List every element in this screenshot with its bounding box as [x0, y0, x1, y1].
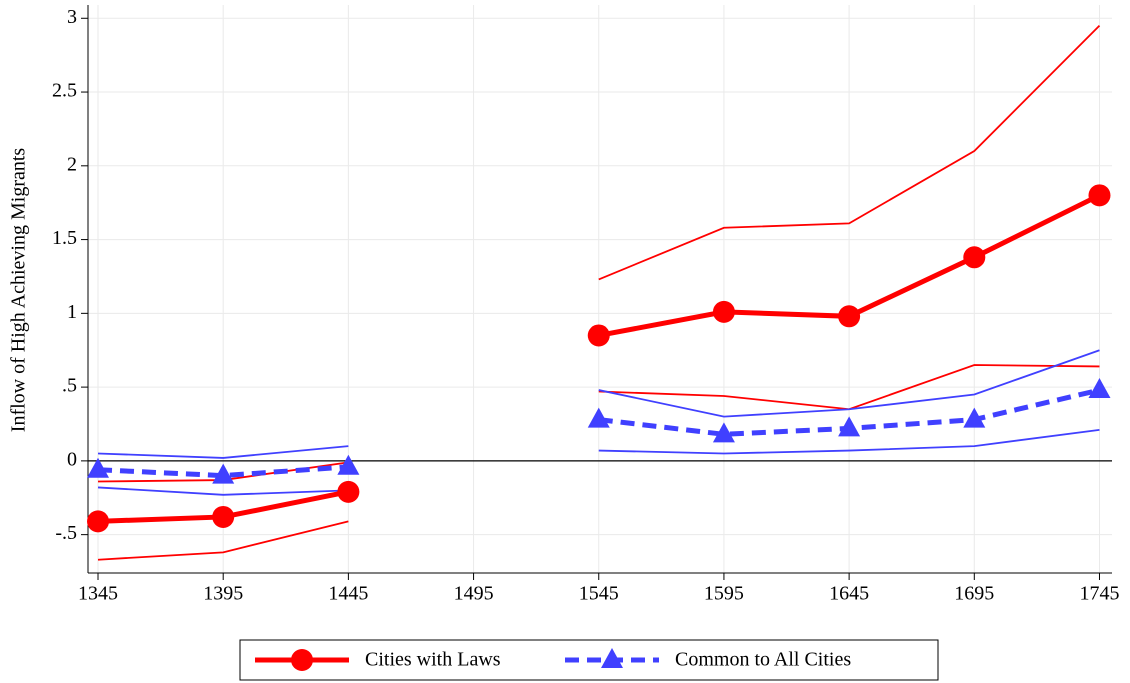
marker [838, 305, 861, 328]
x-tick-label: 1645 [829, 583, 869, 605]
marker [712, 300, 735, 323]
legend-label: Cities with Laws [365, 649, 501, 671]
x-tick-label: 1395 [203, 583, 243, 605]
y-tick-label: 1.5 [52, 227, 77, 249]
y-tick-label: -.5 [55, 522, 77, 544]
marker [212, 505, 235, 528]
y-tick-label: 3 [67, 6, 77, 28]
marker [587, 407, 610, 428]
marker [87, 510, 110, 533]
marker [838, 416, 861, 437]
legend-marker [291, 649, 313, 671]
y-tick-label: 2.5 [52, 80, 77, 102]
marker [963, 407, 986, 428]
marker [963, 246, 986, 269]
y-tick-label: 2 [67, 153, 77, 175]
x-tick-label: 1545 [579, 583, 619, 605]
marker [1088, 184, 1111, 207]
y-axis-label: Inflow of High Achieving Migrants [8, 148, 30, 433]
x-tick-label: 1595 [704, 583, 744, 605]
ci-upper-line [97, 349, 1100, 459]
marker [587, 324, 610, 347]
y-tick-label: 1 [67, 301, 77, 323]
marker [212, 463, 235, 484]
marker [337, 480, 360, 503]
legend-label: Common to All Cities [675, 649, 851, 671]
y-tick-label: 0 [67, 448, 77, 470]
legend-marker [601, 648, 623, 668]
x-tick-label: 1345 [78, 583, 118, 605]
x-tick-label: 1745 [1079, 583, 1119, 605]
x-tick-label: 1695 [954, 583, 994, 605]
x-tick-label: 1445 [328, 583, 368, 605]
marker [712, 422, 735, 443]
ci-lower-line [97, 429, 1100, 496]
marker [87, 457, 110, 478]
x-tick-label: 1495 [454, 583, 494, 605]
y-tick-label: .5 [62, 375, 77, 397]
marker [337, 454, 360, 475]
marker [1088, 378, 1111, 399]
